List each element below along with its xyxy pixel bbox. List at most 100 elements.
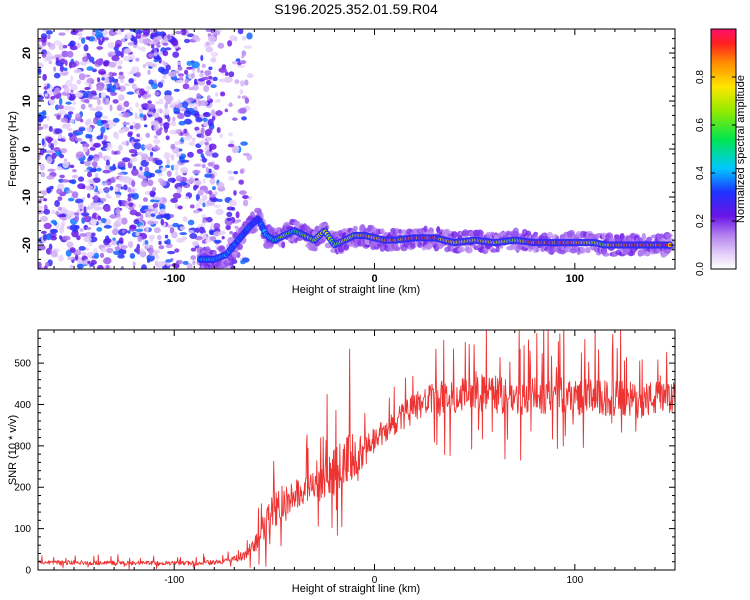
spectrogram-noise-cell <box>211 152 219 158</box>
spectrogram-noise-cell <box>215 208 224 216</box>
spectrogram-noise-cell <box>43 198 48 202</box>
spectrogram-noise-cell <box>177 73 185 77</box>
spectrogram-noise-cell <box>221 236 225 240</box>
spectrogram-noise-cell <box>45 137 54 142</box>
spectrogram-noise-cell <box>96 85 104 92</box>
spectrogram-noise-cell <box>227 170 234 175</box>
spectrogram-noise-cell <box>179 156 185 164</box>
spectrogram-noise-cell <box>173 106 181 114</box>
spectrogram-noise-cell <box>191 73 195 79</box>
spectrogram-noise-cell <box>147 211 152 218</box>
spectrogram-noise-cell <box>179 131 184 136</box>
spectrogram-noise-cell <box>213 239 222 244</box>
spectrogram-noise-cell <box>62 45 68 49</box>
spectrogram-noise-cell <box>76 263 84 269</box>
spectrogram-halo-cell <box>281 241 286 249</box>
spectrogram-noise-cell <box>100 217 107 224</box>
spectrogram-noise-cell <box>158 51 164 56</box>
spectrogram-noise-cell <box>160 167 167 172</box>
spectrogram-noise-cell <box>170 143 176 150</box>
spectrogram-noise-cell <box>173 164 180 171</box>
spectrogram-noise-cell <box>93 191 100 196</box>
spectrogram-noise-cell <box>231 61 239 65</box>
snr-frame <box>37 329 676 571</box>
spectrogram-noise-cell <box>174 141 181 146</box>
snr-y-label: SNR (10 * v/v) <box>7 415 19 485</box>
spectrogram-noise-cell <box>117 172 125 176</box>
spectrogram-noise-cell <box>139 113 144 118</box>
spectrogram-noise-cell <box>83 99 90 104</box>
spectrogram-noise-cell <box>140 159 149 167</box>
spectrogram-noise-cell <box>171 153 175 161</box>
snr-marks <box>38 330 675 570</box>
spectrogram-noise-cell <box>149 151 154 157</box>
spectrogram-noise-cell <box>142 63 146 69</box>
spectrogram-noise-cell <box>75 113 81 119</box>
spectrogram-noise-cell <box>154 91 160 96</box>
spectrogram-noise-cell <box>154 207 158 214</box>
spectrogram-noise-cell <box>103 238 111 246</box>
spectrogram-noise-cell <box>131 192 139 200</box>
spectrogram-noise-cell <box>217 181 225 189</box>
spectrogram-noise-cell <box>43 222 52 230</box>
spectrogram-noise-cell <box>92 212 98 220</box>
spectrogram-noise-cell <box>186 60 192 66</box>
spectrogram-noise-cell <box>83 206 87 213</box>
spectrogram-noise-cell <box>159 208 167 215</box>
spectrogram-noise-cell <box>177 66 183 71</box>
spectrogram-noise-cell <box>210 51 219 58</box>
spectrogram-noise-cell <box>201 157 207 163</box>
spectrogram-noise-cell <box>38 114 44 123</box>
spectrogram-noise-cell <box>166 170 172 177</box>
spectrogram-noise-cell <box>115 207 121 215</box>
spectrogram-noise-cell <box>115 43 121 48</box>
spectrogram-noise-cell <box>192 84 199 91</box>
spectrogram-noise-cell <box>136 151 143 155</box>
spectrogram-noise-cell <box>157 81 164 88</box>
spectrogram-noise-cell <box>209 236 217 242</box>
spectrogram-noise-cell <box>207 162 214 167</box>
colorbar-tick-label: 0.4 <box>695 166 706 180</box>
spectrogram-noise-cell <box>103 257 112 265</box>
spectrogram-noise-cell <box>47 168 56 172</box>
spectrogram-noise-cell <box>131 180 136 188</box>
spectrogram-noise-cell <box>92 161 98 168</box>
snr-panel: -100 0 100 0 100 200 300 400 500 Height of strai… <box>7 329 676 595</box>
spectrogram-noise-cell <box>85 185 94 191</box>
spectrogram-halo-cell <box>380 228 385 234</box>
spectrogram-noise-cell <box>39 163 46 171</box>
spectrogram-halo-cell <box>320 238 325 244</box>
spectrogram-noise-cell <box>218 230 226 235</box>
spectrogram-noise-cell <box>59 174 65 179</box>
spectrogram-noise-cell <box>147 179 154 187</box>
spectrogram-noise-cell <box>77 176 85 182</box>
spectrogram-halo-cell <box>352 225 358 232</box>
spectrogram-noise-cell <box>87 260 91 264</box>
spectrogram-noise-cell <box>141 264 147 269</box>
spectrogram-noise-cell <box>94 111 103 118</box>
spectrogram-halo-cell <box>601 232 607 240</box>
spectrogram-noise-cell <box>147 100 152 104</box>
spectrogram-x-tick-label: -100 <box>163 273 185 285</box>
spectrogram-noise-cell <box>85 247 90 251</box>
spectrogram-noise-cell <box>53 66 57 72</box>
spectrogram-noise-cell <box>100 247 107 253</box>
spectrogram-noise-cell <box>43 148 47 153</box>
spectrogram-noise-cell <box>102 169 111 174</box>
spectrogram-noise-cell <box>196 93 202 99</box>
spectrogram-noise-cell <box>243 45 253 49</box>
spectrogram-noise-cell <box>202 178 206 185</box>
spectrogram-noise-cell <box>186 179 195 184</box>
spectrogram-noise-cell <box>56 188 63 195</box>
spectrogram-noise-cell <box>114 50 122 57</box>
spectrogram-noise-cell <box>72 101 76 106</box>
spectrogram-noise-cell <box>213 204 221 208</box>
spectrogram-marks <box>38 29 675 269</box>
spectrogram-noise-cell <box>172 222 180 228</box>
spectrogram-noise-cell <box>137 46 141 50</box>
spectrogram-x-tick-label: 100 <box>566 273 584 285</box>
spectrogram-noise-cell <box>114 78 119 83</box>
colorbar: 0.0 0.2 0.4 0.6 0.8 Normalized spectral ampl… <box>695 28 747 276</box>
spectrogram-noise-cell <box>50 219 57 224</box>
spectrogram-noise-cell <box>139 248 145 253</box>
